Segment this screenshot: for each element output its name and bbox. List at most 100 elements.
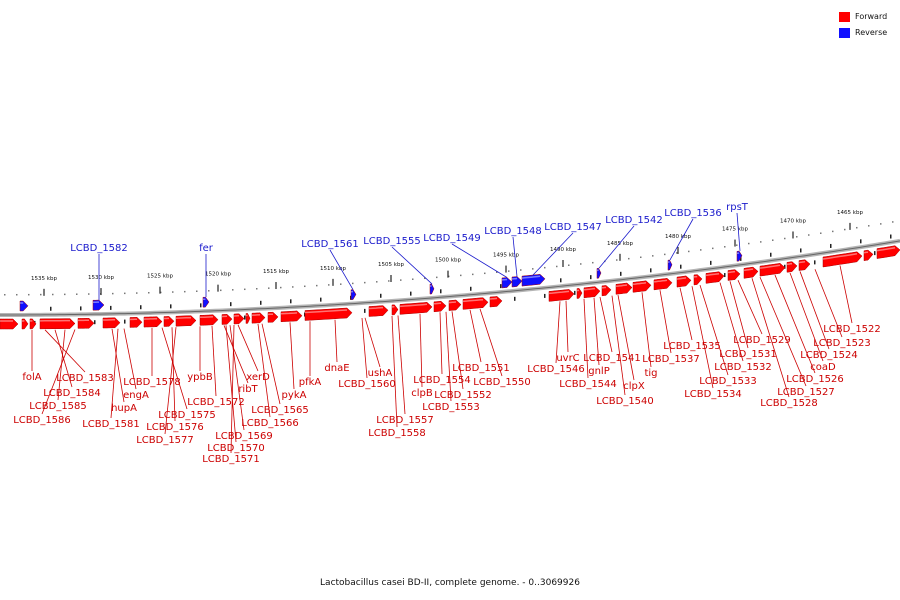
reverse-gene — [521, 274, 546, 287]
gene-label: ribT — [238, 384, 258, 395]
gene-arrow-shape — [489, 296, 503, 308]
gene-arrow-shape — [521, 274, 546, 287]
forward-gene-label: LCBD_1546 — [527, 301, 585, 375]
genome-caption: Lactobacillus casei BD-II, complete geno… — [320, 578, 580, 588]
gene-arrow-shape — [759, 263, 786, 277]
label-leader — [593, 297, 600, 366]
gene-arrow-shine — [759, 264, 781, 269]
forward-gene — [391, 304, 399, 316]
forward-gene — [163, 316, 175, 327]
forward-gene-label: LCBD_1540 — [596, 295, 654, 407]
gene-label: LCBD_1527 — [777, 387, 835, 398]
gene-arrow-shine — [786, 262, 793, 266]
gene-label: LCBD_1531 — [719, 349, 777, 360]
legend-label-forward: Forward — [855, 12, 888, 21]
reverse-gene — [19, 300, 29, 312]
forward-gene — [693, 274, 703, 286]
backbone-tick — [200, 303, 202, 308]
gene-label: LCBD_1566 — [241, 418, 299, 429]
forward-gene — [21, 318, 29, 330]
reverse-gene-label: LCBD_1542 — [598, 215, 663, 269]
forward-gene-label: LCBD_1554 — [413, 312, 471, 386]
scale-dot — [412, 278, 414, 280]
gene-label: pykA — [282, 390, 307, 401]
reverse-gene — [429, 283, 435, 295]
gene-arrow-shape — [245, 313, 251, 324]
gene-arrow-shape — [676, 275, 692, 288]
forward-gene-label: LCBD_1558 — [368, 315, 426, 439]
scale-dot — [688, 250, 690, 253]
reverse-gene-label: rpsT — [726, 202, 749, 251]
backbone-tick — [800, 248, 802, 253]
forward-gene-label: LCBD_1526 — [774, 274, 844, 385]
gene-arrow-shine — [511, 277, 518, 280]
tick-label: 1485 kbp — [607, 241, 633, 247]
gene-label: ushA — [368, 368, 393, 379]
scale-dot — [256, 288, 258, 290]
gene-arrow-shape — [129, 317, 143, 328]
forward-gene — [199, 314, 219, 326]
reverse-gene-label: fer — [199, 243, 214, 298]
backbone-tick — [290, 299, 292, 304]
gene-arrow-shape — [863, 249, 874, 261]
gene-arrow-shine — [863, 251, 869, 254]
label-leader — [164, 327, 177, 435]
label-leader — [814, 269, 843, 338]
gene-arrow-shape — [391, 304, 399, 316]
gene-arrow-shape — [548, 289, 575, 302]
gene-arrow-shine — [548, 290, 570, 295]
forward-gene — [653, 278, 673, 291]
gene-arrow-shape — [29, 318, 37, 330]
backbone-tick — [110, 305, 112, 310]
label-leader — [225, 325, 237, 443]
label-leader — [229, 325, 245, 431]
gene-arrow-shine — [448, 301, 457, 304]
gene-label: LCBD_1585 — [29, 401, 87, 412]
scale-dot — [880, 223, 882, 225]
gene-label: LCBD_1582 — [70, 243, 128, 254]
label-leader — [123, 328, 137, 390]
gene-arrow-shape — [92, 299, 105, 311]
backbone-tick — [650, 268, 652, 273]
forward-gene-label: LCBD_1550 — [473, 308, 531, 388]
forward-gene-label: LCBD_1534 — [684, 286, 742, 400]
backbone-tick — [574, 290, 576, 295]
scale-dot — [556, 265, 558, 268]
scale-dot — [376, 281, 378, 283]
scale-dot — [532, 268, 534, 270]
gene-label: folA — [22, 372, 41, 383]
tick-label: 1505 kbp — [378, 262, 404, 268]
scale-dot — [616, 259, 618, 261]
backbone-tick — [710, 260, 712, 265]
gene-arrow-shine — [743, 268, 754, 272]
backbone-line — [0, 240, 900, 316]
scale-dot — [772, 239, 774, 241]
forward-gene-label: pfkA — [299, 321, 321, 388]
gene-label: ypbB — [187, 372, 213, 383]
forward-gene — [304, 307, 353, 321]
gene-label: LCBD_1577 — [136, 435, 194, 446]
label-leader — [583, 298, 589, 379]
label-leader — [617, 294, 635, 381]
gene-arrow-shape — [596, 267, 602, 279]
forward-gene-label: LCBD_1531 — [719, 281, 777, 360]
forward-gene — [601, 285, 612, 297]
label-leader — [737, 280, 763, 335]
label-leader — [110, 328, 119, 419]
forward-gene-label: coaD — [789, 272, 836, 373]
scale-dot — [424, 277, 426, 280]
forward-gene-label: LCBD_1532 — [714, 282, 772, 373]
forward-gene — [29, 318, 37, 330]
label-leader — [439, 312, 443, 375]
label-leader — [729, 281, 749, 349]
tick-label: 1495 kbp — [493, 253, 519, 259]
label-leader — [44, 329, 86, 373]
forward-gene-label: LCBD_1565 — [251, 323, 309, 416]
gene-arrow-shape — [221, 314, 233, 325]
gene-arrow-shape — [632, 280, 652, 293]
backbone-tick — [94, 320, 96, 325]
backbone-tick — [440, 289, 442, 294]
forward-gene — [433, 300, 447, 313]
forward-gene-label: folA — [22, 329, 42, 383]
label-leader — [555, 301, 561, 364]
